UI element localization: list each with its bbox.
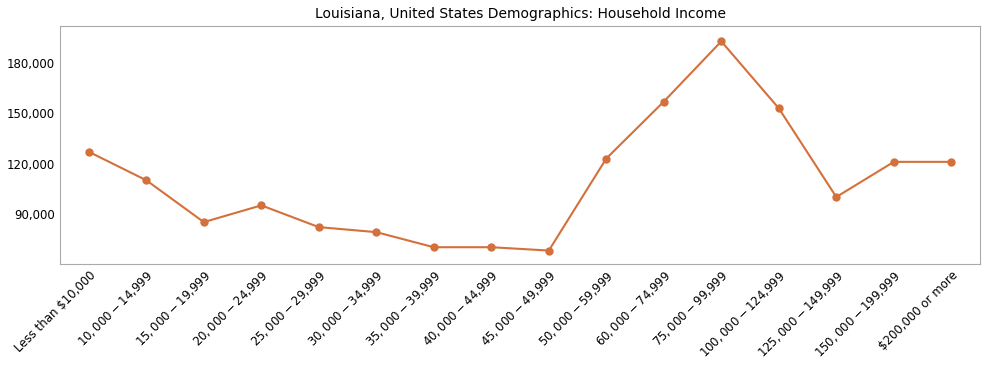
Title: Louisiana, United States Demographics: Household Income: Louisiana, United States Demographics: H…	[315, 7, 725, 21]
